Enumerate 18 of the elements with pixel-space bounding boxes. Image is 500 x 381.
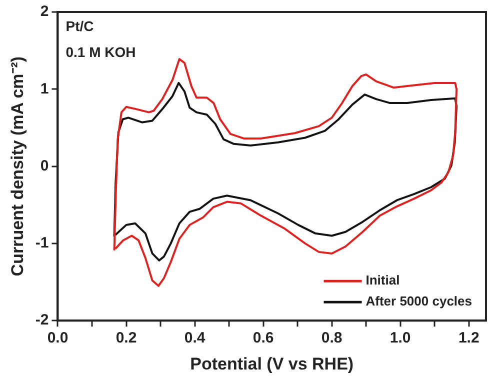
y-tick-label: -1	[35, 234, 49, 252]
y-tick-label: 1	[40, 80, 49, 98]
y-tick-label: 0	[40, 157, 49, 174]
x-tick-label: 1.0	[390, 330, 411, 347]
legend-label: After 5000 cycles	[366, 294, 472, 309]
x-tick-label: 0.6	[252, 330, 274, 347]
x-tick-label: 1.2	[458, 330, 480, 347]
annotation: Pt/C	[66, 18, 94, 34]
y-tick-label: 2	[40, 3, 49, 20]
x-axis-title: Potential (V vs RHE)	[190, 354, 354, 374]
annotation: 0.1 M KOH	[66, 44, 136, 60]
x-tick-label: 0.8	[321, 330, 342, 347]
y-tick-label: -2	[35, 312, 49, 329]
x-tick-label: 0.0	[47, 330, 68, 347]
legend-label: Initial	[366, 272, 400, 288]
x-tick-label: 0.2	[116, 330, 137, 347]
y-axis-title: Curruent density (mA cm⁻²)	[8, 56, 27, 276]
x-tick-label: 0.4	[184, 330, 206, 347]
